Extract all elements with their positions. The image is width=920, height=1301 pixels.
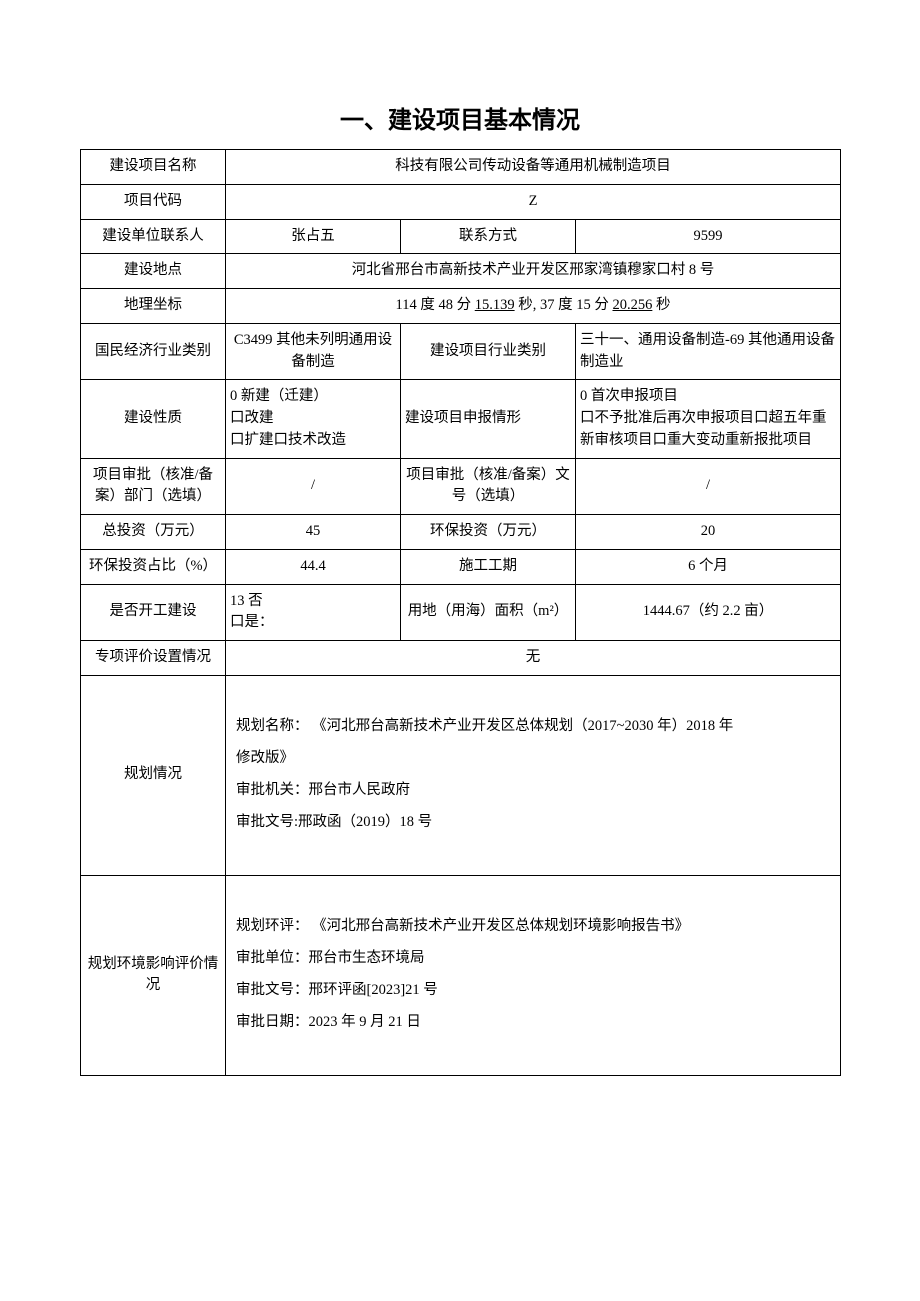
row-label: 规划情况 (81, 675, 226, 875)
row-label: 地理坐标 (81, 289, 226, 324)
table-row: 国民经济行业类别 C3499 其他未列明通用设备制造 建设项目行业类别 三十一、… (81, 323, 841, 380)
row-value: 1444.67（约 2.2 亩） (576, 584, 841, 641)
row-value: 规划名称： 《河北邢台高新技术产业开发区总体规划（2017~2030 年）201… (226, 675, 841, 875)
row-value: 45 (226, 515, 401, 550)
option-text: 0 首次申报项目 (580, 388, 678, 404)
coord-part: 秒 (652, 297, 670, 313)
row-label: 建设性质 (81, 380, 226, 458)
row-value: 44.4 (226, 549, 401, 584)
table-row: 项目代码 Z (81, 184, 841, 219)
row-label: 总投资（万元） (81, 515, 226, 550)
row-value: 0 首次申报项目 口不予批准后再次申报项目口超五年重新审核项目口重大变动重新报批… (576, 380, 841, 458)
row-value: C3499 其他未列明通用设备制造 (226, 323, 401, 380)
coord-underline: 20.256 (612, 297, 652, 313)
table-row: 专项评价设置情况 无 (81, 641, 841, 676)
page-title: 一、建设项目基本情况 (80, 100, 840, 135)
row-label: 国民经济行业类别 (81, 323, 226, 380)
line-text: 审批文号:邢政函（2019）18 号 (236, 814, 432, 830)
option-text: 13 否 (230, 593, 263, 609)
option-text: 口改建 (230, 410, 274, 426)
line-text: 审批文号：邢环评函[2023]21 号 (236, 982, 438, 998)
row-label: 专项评价设置情况 (81, 641, 226, 676)
row-value: 9599 (576, 219, 841, 254)
project-info-table: 建设项目名称 科技有限公司传动设备等通用机械制造项目 项目代码 Z 建设单位联系… (80, 149, 841, 1076)
row-value: 无 (226, 641, 841, 676)
table-row: 地理坐标 114 度 48 分 15.139 秒, 37 度 15 分 20.2… (81, 289, 841, 324)
row-value: 张占五 (226, 219, 401, 254)
row-value: 三十一、通用设备制造-69 其他通用设备制造业 (576, 323, 841, 380)
coord-part: 114 度 48 分 (396, 297, 475, 313)
row-value: 13 否 口是： (226, 584, 401, 641)
table-row: 建设单位联系人 张占五 联系方式 9599 (81, 219, 841, 254)
table-row: 规划环境影响评价情况 规划环评： 《河北邢台高新技术产业开发区总体规划环境影响报… (81, 875, 841, 1075)
row-sublabel: 用地（用海）面积（m²） (401, 584, 576, 641)
row-sublabel: 项目审批（核准/备案）文号（选填） (401, 458, 576, 515)
table-row: 建设项目名称 科技有限公司传动设备等通用机械制造项目 (81, 150, 841, 185)
line-text: 审批单位：邢台市生态环境局 (236, 950, 425, 966)
coord-underline: 15.139 (475, 297, 515, 313)
table-row: 建设地点 河北省邢台市高新技术产业开发区邢家湾镇穆家口村 8 号 (81, 254, 841, 289)
option-text: 口是： (230, 614, 274, 630)
row-sublabel: 建设项目行业类别 (401, 323, 576, 380)
line-text: 审批机关：邢台市人民政府 (236, 782, 410, 798)
row-sublabel: 建设项目申报情形 (401, 380, 576, 458)
table-row: 规划情况 规划名称： 《河北邢台高新技术产业开发区总体规划（2017~2030 … (81, 675, 841, 875)
row-value: 规划环评： 《河北邢台高新技术产业开发区总体规划环境影响报告书》 审批单位：邢台… (226, 875, 841, 1075)
row-value: / (576, 458, 841, 515)
row-label: 规划环境影响评价情况 (81, 875, 226, 1075)
table-row: 总投资（万元） 45 环保投资（万元） 20 (81, 515, 841, 550)
row-value: 科技有限公司传动设备等通用机械制造项目 (226, 150, 841, 185)
row-sublabel: 施工工期 (401, 549, 576, 584)
line-text: 规划环评： 《河北邢台高新技术产业开发区总体规划环境影响报告书》 (236, 918, 689, 934)
row-sublabel: 环保投资（万元） (401, 515, 576, 550)
row-sublabel: 联系方式 (401, 219, 576, 254)
row-label: 项目代码 (81, 184, 226, 219)
row-label: 建设地点 (81, 254, 226, 289)
table-row: 是否开工建设 13 否 口是： 用地（用海）面积（m²） 1444.67（约 2… (81, 584, 841, 641)
line-text: 修改版》 (236, 750, 294, 766)
option-text: 口不予批准后再次申报项目口超五年重新审核项目口重大变动重新报批项目 (580, 410, 827, 448)
row-value: 6 个月 (576, 549, 841, 584)
row-value: 0 新建（迁建） 口改建 口扩建口技术改造 (226, 380, 401, 458)
option-text: 0 新建（迁建） (230, 388, 328, 404)
row-value: Z (226, 184, 841, 219)
row-label: 建设单位联系人 (81, 219, 226, 254)
row-value: 114 度 48 分 15.139 秒, 37 度 15 分 20.256 秒 (226, 289, 841, 324)
table-row: 环保投资占比（%） 44.4 施工工期 6 个月 (81, 549, 841, 584)
line-text: 规划名称： 《河北邢台高新技术产业开发区总体规划（2017~2030 年）201… (236, 718, 733, 734)
row-value: 河北省邢台市高新技术产业开发区邢家湾镇穆家口村 8 号 (226, 254, 841, 289)
row-label: 环保投资占比（%） (81, 549, 226, 584)
row-value: 20 (576, 515, 841, 550)
row-value: / (226, 458, 401, 515)
table-row: 建设性质 0 新建（迁建） 口改建 口扩建口技术改造 建设项目申报情形 0 首次… (81, 380, 841, 458)
row-label: 是否开工建设 (81, 584, 226, 641)
table-row: 项目审批（核准/备案）部门（选填） / 项目审批（核准/备案）文号（选填） / (81, 458, 841, 515)
row-label: 项目审批（核准/备案）部门（选填） (81, 458, 226, 515)
option-text: 口扩建口技术改造 (230, 432, 346, 448)
line-text: 审批日期：2023 年 9 月 21 日 (236, 1014, 421, 1030)
row-label: 建设项目名称 (81, 150, 226, 185)
coord-part: 秒, 37 度 15 分 (515, 297, 613, 313)
